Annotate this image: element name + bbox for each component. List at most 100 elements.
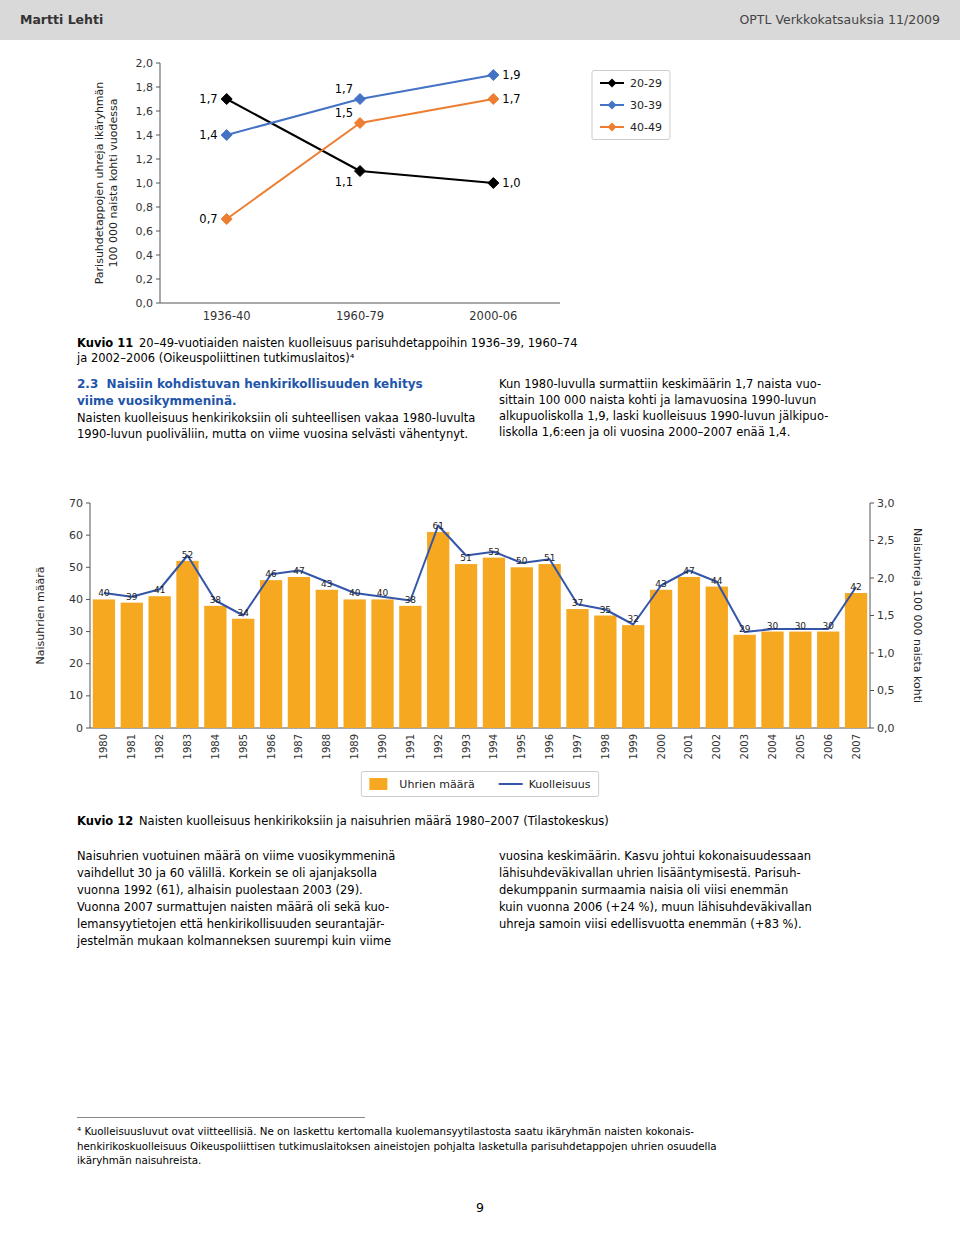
bar — [761, 632, 783, 728]
footnote: ⁴ Kuolleisuusluvut ovat viitteellisiä. N… — [77, 1124, 947, 1168]
y2-tick — [870, 615, 874, 616]
x-tick-label: 1992 — [433, 734, 444, 759]
data-label: 34 — [237, 608, 249, 618]
bar — [288, 577, 310, 728]
data-labels: 4039415238344647434040386151535051373532… — [98, 521, 862, 634]
data-labels: 1,71,11,01,41,71,90,71,51,7 — [199, 68, 520, 226]
y-tick-label: 0,4 — [136, 249, 154, 262]
y-tick-label: 0,0 — [136, 297, 154, 310]
y-axis-label: Parisuhdetappojen uhreja ikäryhmän100 00… — [93, 82, 120, 285]
x-tick-label: 2000 — [656, 734, 667, 759]
x-tick-label: 1995 — [516, 734, 527, 759]
bar — [427, 532, 449, 728]
y-tick-label: 0,2 — [136, 273, 154, 286]
y-tick — [156, 183, 160, 184]
y-tick — [156, 63, 160, 64]
marker — [355, 118, 366, 129]
data-label: 30 — [795, 621, 807, 631]
data-label: 43 — [321, 579, 332, 589]
legend-label: Uhrien määrä — [399, 778, 474, 791]
marker — [488, 70, 499, 81]
y-tick-label: 0,6 — [136, 225, 154, 238]
bar — [121, 603, 143, 728]
line — [227, 99, 494, 183]
x-tick-label: 1996 — [544, 734, 555, 759]
x-tick-label: 1985 — [238, 734, 249, 759]
chart: 0102030405060700,00,51,01,52,02,53,01980… — [0, 488, 960, 810]
data-label: 30 — [822, 621, 834, 631]
marker — [355, 166, 366, 177]
x-axis-line — [160, 303, 560, 304]
y-tick-label: 1,4 — [136, 129, 154, 142]
x-tick-label: 1991 — [405, 734, 416, 759]
caption: Kuvio 1120–49-vuotiaiden naisten kuollei… — [77, 336, 917, 366]
plot-area — [93, 526, 867, 729]
y2-tick-label: 0,0 — [877, 722, 895, 735]
bar — [93, 599, 115, 728]
legend-marker — [608, 79, 617, 88]
data-label: 1,1 — [335, 175, 353, 189]
section-heading: 2.3 Naisiin kohdistuvan henkirikollisuud… — [77, 376, 492, 393]
caption-title: Kuvio 12 — [77, 814, 133, 828]
bar — [734, 635, 756, 728]
data-label: 40 — [98, 588, 110, 598]
bar — [650, 590, 672, 728]
legend: Uhrien määräKuolleisuus — [361, 772, 598, 797]
data-label: 40 — [349, 588, 361, 598]
y-tick — [86, 503, 90, 504]
section-heading: viime vuosikymmeninä. — [77, 393, 492, 410]
y-tick-label: 2,0 — [136, 57, 154, 70]
x-tick-label: 1960-79 — [336, 309, 384, 323]
bar — [539, 564, 561, 728]
line — [227, 75, 494, 135]
page: Martti LehtiOPTL Verkkokatsauksia 11/200… — [0, 0, 960, 1239]
data-label: 51 — [544, 553, 555, 563]
body-text: vuosina keskimäärin. Kasvu johtui kokona… — [499, 848, 939, 933]
marker — [488, 94, 499, 105]
data-label: 47 — [293, 566, 304, 576]
y2-tick-label: 3,0 — [877, 497, 895, 510]
y2-tick-label: 2,5 — [877, 534, 895, 547]
x-tick-label: 1989 — [349, 734, 360, 759]
data-label: 1,0 — [502, 176, 520, 190]
data-label: 1,5 — [335, 106, 353, 120]
caption-text: 20–49-vuotiaiden naisten kuolleisuus par… — [77, 336, 577, 365]
y-tick-label: 0,8 — [136, 201, 154, 214]
bar — [455, 564, 477, 728]
y-tick — [156, 159, 160, 160]
data-label: 46 — [265, 569, 277, 579]
x-tick-label: 1986 — [266, 734, 277, 759]
marker — [221, 214, 232, 225]
bar — [316, 590, 338, 728]
y-tick-label: 20 — [69, 657, 83, 670]
caption-title: Kuvio 11 — [77, 336, 133, 350]
y-tick-label: 1,8 — [136, 81, 154, 94]
data-label: 0,7 — [199, 212, 217, 226]
y-axis-line — [90, 503, 91, 728]
legend-frame — [592, 71, 670, 140]
y-axis-label: Naisuhrien määrä — [34, 567, 47, 665]
y-tick — [156, 255, 160, 256]
x-tick-label: 1993 — [461, 734, 472, 759]
x-tick-label: 1987 — [293, 734, 304, 759]
x-tick-label: 2007 — [851, 734, 862, 759]
bar — [260, 580, 282, 728]
data-label: 1,7 — [335, 82, 353, 96]
y2-tick-label: 1,5 — [877, 609, 895, 622]
bar — [706, 587, 728, 728]
caption: Kuvio 12Naisten kuolleisuus henkirikoksi… — [77, 814, 917, 829]
bar — [566, 609, 588, 728]
data-label: 30 — [767, 621, 779, 631]
y2-tick — [870, 503, 874, 504]
y-tick-label: 10 — [69, 689, 83, 702]
plot-area — [221, 70, 499, 225]
data-label: 35 — [600, 605, 611, 615]
footnote-rule — [77, 1117, 365, 1118]
x-tick-label: 2002 — [711, 734, 722, 759]
body-text: Naisuhrien vuotuinen määrä on viime vuos… — [77, 848, 492, 950]
bar — [149, 596, 171, 728]
x-tick-label: 1990 — [377, 734, 388, 759]
x-tick-label: 1997 — [572, 734, 583, 759]
y2-tick — [870, 690, 874, 691]
bar — [845, 593, 867, 728]
